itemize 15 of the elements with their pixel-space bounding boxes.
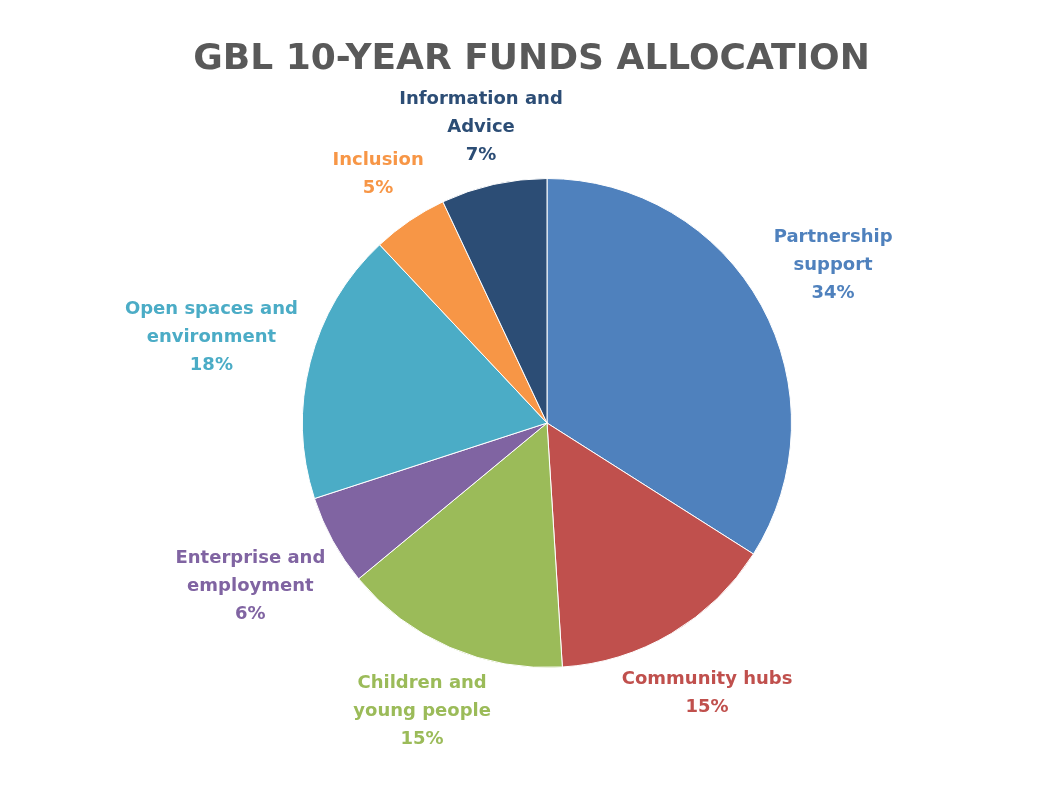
slice-label: Community hubs	[621, 667, 793, 689]
slice-label: Inclusion	[332, 148, 424, 170]
slice-label: Children and young people	[353, 671, 491, 721]
slice-label: Enterprise and employment	[175, 545, 326, 595]
data-label: 34%	[811, 281, 855, 303]
chart-title: GBL 10-YEAR FUNDS ALLOCATION	[193, 36, 870, 78]
data-label: 18%	[189, 352, 233, 374]
slice-label: Partnership support	[773, 225, 893, 275]
data-label: 5%	[362, 176, 394, 198]
data-label: 6%	[235, 601, 266, 623]
data-label: 7%	[465, 143, 497, 165]
data-label: 15%	[400, 727, 444, 749]
data-label: 15%	[685, 695, 729, 717]
slice-label: Information and Advice	[399, 87, 563, 137]
slice-label: Open spaces and environment	[124, 296, 298, 346]
